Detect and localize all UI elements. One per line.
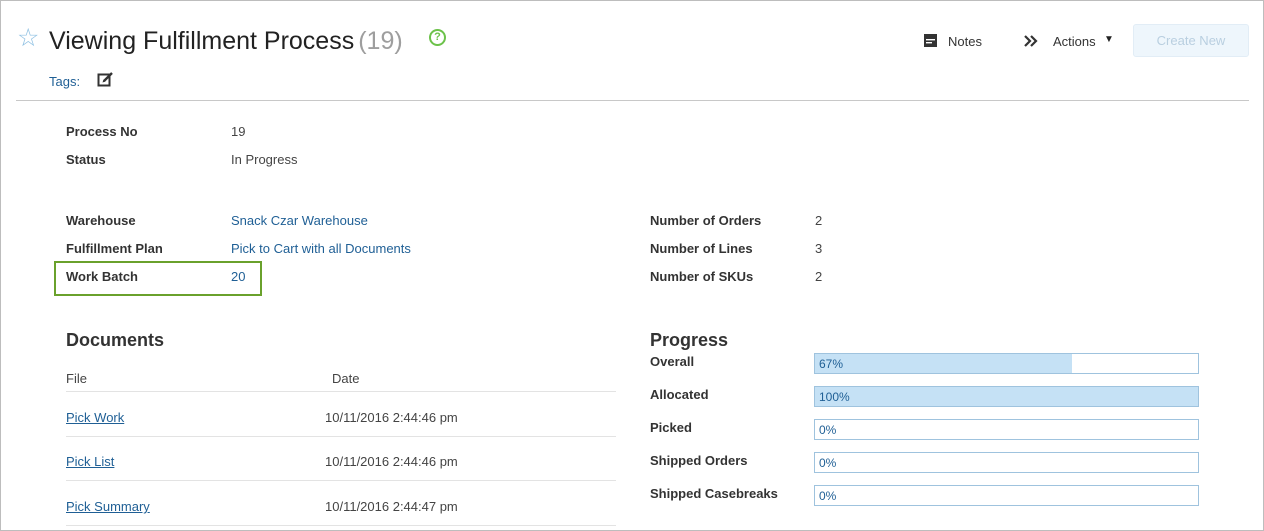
fulfillment-plan-label: Fulfillment Plan [66,241,163,256]
progress-bar-text: 100% [819,390,850,404]
date-column-header: Date [332,371,360,386]
orders-count-label: Number of Orders [650,213,762,228]
progress-bar-shipped-orders: 0% [814,452,1199,473]
help-icon[interactable]: ? [429,29,446,46]
work-batch-highlight [54,261,262,296]
page-title: Viewing Fulfillment Process (19) [49,26,403,56]
progress-label-overall: Overall [650,354,695,369]
skus-count-label: Number of SKUs [650,269,754,284]
progress-label-allocated: Allocated [650,387,709,402]
page-title-text: Viewing Fulfillment Process [49,27,355,55]
caret-down-icon[interactable]: ▼ [1104,34,1114,45]
progress-label-shipped-casebreaks: Shipped Casebreaks [650,486,778,501]
progress-bar-fill [815,354,1072,373]
process-no-label: Process No [66,124,138,139]
favorite-star-icon[interactable]: ☆ [17,24,40,52]
document-row-divider [66,480,616,481]
document-row-divider [66,525,616,526]
progress-bar-text: 0% [819,456,837,470]
notes-icon[interactable] [924,34,937,47]
progress-label-shipped-orders: Shipped Orders [650,453,748,468]
document-date: 10/11/2016 2:44:47 pm [325,499,458,514]
progress-heading: Progress [650,330,729,350]
header-divider [16,100,1249,101]
lines-count-value: 3 [815,241,823,256]
document-date: 10/11/2016 2:44:46 pm [325,454,458,469]
warehouse-link[interactable]: Snack Czar Warehouse [231,213,368,228]
fulfillment-plan-link[interactable]: Pick to Cart with all Documents [231,241,411,256]
progress-bar-shipped-casebreaks: 0% [814,485,1199,506]
lines-count-label: Number of Lines [650,241,753,256]
progress-bar-fill [815,387,1198,406]
progress-label-picked: Picked [650,420,692,435]
document-link-pick-summary[interactable]: Pick Summary [66,499,150,514]
progress-bar-picked: 0% [814,419,1199,440]
documents-heading: Documents [66,330,165,350]
edit-tags-icon[interactable] [97,71,114,88]
documents-header-divider [66,391,616,392]
work-batch-label: Work Batch [66,269,138,284]
progress-bar-text: 0% [819,423,837,437]
create-new-button[interactable]: Create New [1133,24,1249,57]
warehouse-label: Warehouse [66,213,136,228]
progress-bar-text: 67% [819,357,844,371]
tags-label[interactable]: Tags: [49,74,81,89]
status-value: In Progress [231,152,298,167]
process-count: (19) [358,27,403,55]
progress-bar-allocated: 100% [814,386,1199,407]
document-link-pick-list[interactable]: Pick List [66,454,115,469]
skus-count-value: 2 [815,269,823,284]
progress-bar-overall: 67% [814,353,1199,374]
progress-bar-text: 0% [819,489,837,503]
double-chevron-icon[interactable] [1023,33,1039,49]
actions-button[interactable]: Actions [1053,34,1096,49]
file-column-header: File [66,371,87,386]
work-batch-link[interactable]: 20 [231,269,246,284]
process-no-value: 19 [231,124,246,139]
orders-count-value: 2 [815,213,823,228]
document-date: 10/11/2016 2:44:46 pm [325,410,458,425]
document-link-pick-work[interactable]: Pick Work [66,410,125,425]
notes-button[interactable]: Notes [948,34,982,49]
status-label: Status [66,152,106,167]
document-row-divider [66,436,616,437]
